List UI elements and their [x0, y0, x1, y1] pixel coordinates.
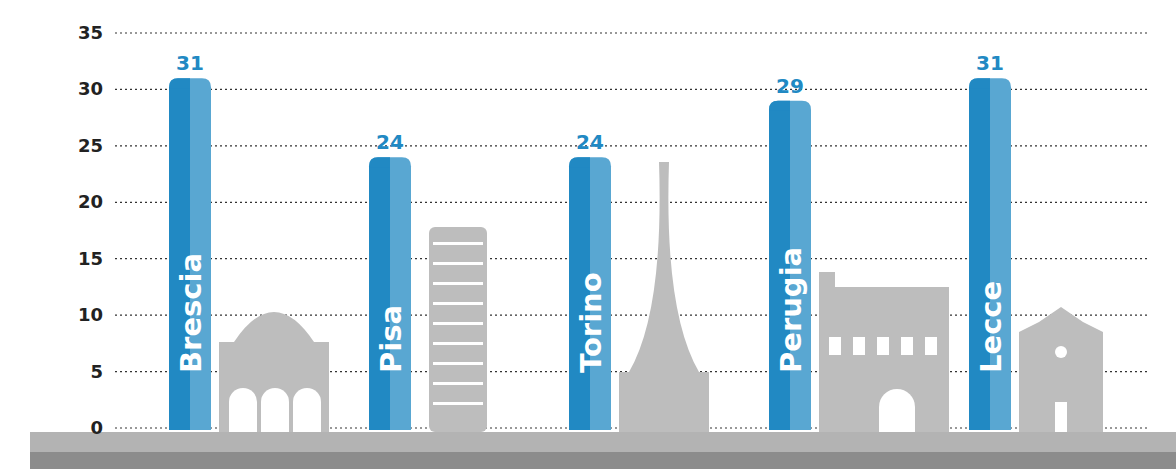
building-silhouette — [619, 162, 709, 432]
category-label: Perugia — [774, 247, 808, 373]
building-part — [901, 337, 913, 355]
grid-line — [115, 32, 1150, 33]
building-part — [234, 312, 314, 342]
bar — [769, 101, 811, 430]
bar-shade — [769, 101, 790, 111]
bar — [169, 78, 211, 430]
building-silhouette — [819, 272, 949, 432]
building-part — [877, 337, 889, 355]
data-label: 24 — [576, 130, 604, 154]
building-part — [433, 382, 483, 385]
building-part — [853, 337, 865, 355]
tick-label: 35 — [78, 22, 103, 43]
tick-label: 20 — [78, 191, 103, 212]
building-part — [433, 362, 483, 365]
tick-label: 30 — [78, 78, 103, 99]
building-part — [819, 287, 949, 432]
bar — [969, 78, 1011, 430]
bar-shade — [169, 78, 190, 88]
building-part — [819, 272, 835, 292]
bar-body — [769, 101, 811, 430]
data-label: 24 — [376, 130, 404, 154]
building-part — [1055, 402, 1067, 432]
category-label: Pisa — [374, 305, 408, 373]
building-part — [879, 389, 915, 432]
building-part — [293, 388, 321, 432]
building-part — [229, 388, 257, 432]
bar-shade — [969, 78, 990, 88]
category-label: Torino — [574, 272, 608, 373]
tick-label: 5 — [90, 361, 103, 382]
ground-top — [30, 432, 1176, 452]
tick-label: 15 — [78, 248, 103, 269]
building-part — [429, 227, 487, 432]
ground-bottom — [30, 452, 1176, 469]
bars — [169, 78, 1011, 430]
building-part — [433, 242, 483, 245]
bar-body — [569, 157, 611, 430]
building-silhouette — [429, 227, 487, 432]
data-label: 31 — [176, 51, 204, 75]
building-part — [433, 342, 483, 345]
building-part — [433, 302, 483, 305]
chart: 0 5 10 15 20 25 30 35 31 Brescia 24 Pisa 24 Torino 29 P… — [0, 0, 1176, 469]
building-part — [1019, 307, 1103, 432]
building-part — [433, 402, 483, 405]
building-part — [1055, 346, 1067, 358]
category-label: Lecce — [974, 281, 1008, 373]
building-silhouette — [1019, 307, 1103, 432]
bar-shade — [369, 166, 390, 430]
building-part — [619, 372, 709, 432]
building-silhouette — [219, 312, 329, 432]
bar-body — [169, 78, 211, 430]
bar — [369, 157, 411, 430]
bar-shade — [369, 157, 390, 167]
building-part — [925, 337, 937, 355]
data-label: 29 — [776, 74, 804, 98]
bar-shade — [569, 157, 590, 167]
building-part — [219, 342, 329, 432]
bar-body — [969, 78, 1011, 430]
bar-shade — [969, 87, 990, 430]
tick-label: 10 — [78, 304, 103, 325]
bar — [569, 157, 611, 430]
tick-label: 25 — [78, 135, 103, 156]
data-label: 31 — [976, 51, 1004, 75]
labels: 31 Brescia 24 Pisa 24 Torino 29 Perugia 31 Lecce — [174, 51, 1008, 373]
building-part — [629, 162, 699, 372]
building-part — [433, 322, 483, 325]
category-label: Brescia — [174, 253, 208, 373]
building-part — [433, 282, 483, 285]
tick-label: 0 — [90, 417, 103, 438]
bar-body — [369, 157, 411, 430]
building-part — [433, 262, 483, 265]
building-part — [261, 388, 289, 432]
building-part — [829, 337, 841, 355]
